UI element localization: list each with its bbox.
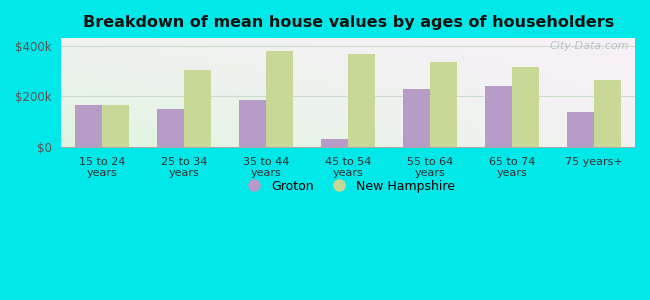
Bar bbox=[266, 51, 293, 147]
Bar bbox=[75, 105, 102, 147]
Bar bbox=[239, 100, 266, 147]
Bar bbox=[184, 70, 211, 147]
Bar bbox=[102, 104, 129, 147]
Bar bbox=[485, 86, 512, 147]
Bar bbox=[321, 139, 348, 147]
Bar bbox=[567, 112, 594, 147]
Bar bbox=[512, 67, 539, 147]
Bar bbox=[594, 80, 621, 147]
Bar bbox=[430, 62, 457, 147]
Bar bbox=[157, 109, 184, 147]
Bar bbox=[403, 89, 430, 147]
Bar bbox=[348, 54, 375, 147]
Text: City-Data.com: City-Data.com bbox=[550, 41, 629, 51]
Legend: Groton, New Hampshire: Groton, New Hampshire bbox=[236, 175, 460, 198]
Title: Breakdown of mean house values by ages of householders: Breakdown of mean house values by ages o… bbox=[83, 15, 614, 30]
